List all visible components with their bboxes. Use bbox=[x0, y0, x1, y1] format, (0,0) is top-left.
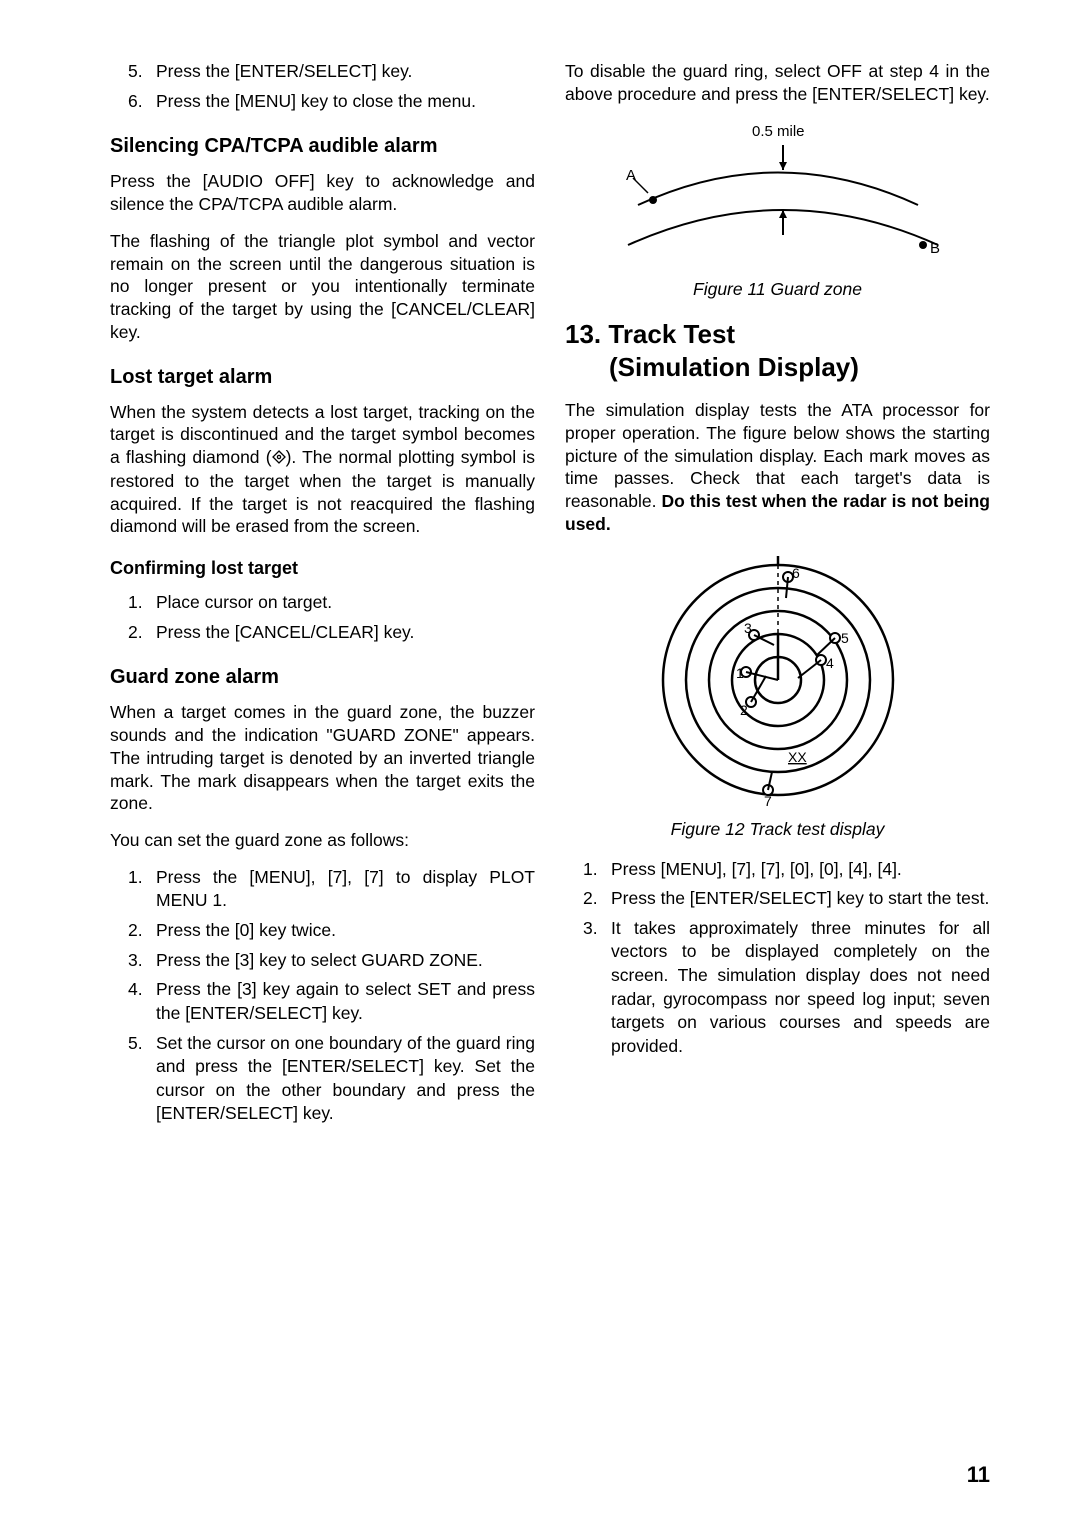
right-column: To disable the guard ring, select OFF at… bbox=[565, 60, 990, 1132]
svg-text:7: 7 bbox=[764, 793, 772, 809]
paragraph: When a target comes in the guard zone, t… bbox=[110, 701, 535, 815]
heading-confirming: Confirming lost target bbox=[110, 558, 535, 579]
list-text: Press the [3] key to select GUARD ZONE. bbox=[156, 949, 535, 973]
page-columns: 5. Press the [ENTER/SELECT] key. 6. Pres… bbox=[110, 60, 990, 1132]
svg-text:5: 5 bbox=[841, 630, 849, 646]
paragraph: When the system detects a lost target, t… bbox=[110, 401, 535, 539]
list-text: Press the [ENTER/SELECT] key to start th… bbox=[611, 887, 990, 911]
list-number: 4. bbox=[128, 978, 146, 1025]
svg-text:2: 2 bbox=[740, 702, 748, 718]
list-item: 1. Place cursor on target. bbox=[110, 591, 535, 615]
heading-guard-zone: Guard zone alarm bbox=[110, 666, 535, 689]
list-text: Press the [MENU], [7], [7] to display PL… bbox=[156, 866, 535, 913]
list-item: 2. Press the [0] key twice. bbox=[110, 919, 535, 943]
list-text: Press the [CANCEL/CLEAR] key. bbox=[156, 621, 535, 645]
figure-12-track-test: 1 2 3 4 5 6 7 XX bbox=[565, 550, 990, 815]
heading-track-test: 13. Track Test (Simulation Display) bbox=[565, 318, 990, 386]
paragraph: The simulation display tests the ATA pro… bbox=[565, 399, 990, 536]
heading-silencing: Silencing CPA/TCPA audible alarm bbox=[110, 135, 535, 158]
fig11-a-label: A bbox=[626, 167, 636, 184]
heading-lost-target: Lost target alarm bbox=[110, 366, 535, 389]
list-number: 3. bbox=[128, 949, 146, 973]
list-text: Place cursor on target. bbox=[156, 591, 535, 615]
paragraph: The flashing of the triangle plot symbol… bbox=[110, 230, 535, 344]
svg-text:4: 4 bbox=[826, 655, 834, 671]
paragraph: Press the [AUDIO OFF] key to acknowledge… bbox=[110, 170, 535, 216]
heading-line: 13. Track Test bbox=[565, 319, 735, 349]
list-number: 3. bbox=[583, 917, 601, 1059]
list-item: 3. It takes approximately three minutes … bbox=[565, 917, 990, 1059]
figure-11-caption: Figure 11 Guard zone bbox=[565, 279, 990, 300]
list-number: 2. bbox=[128, 919, 146, 943]
list-number: 2. bbox=[583, 887, 601, 911]
diamond-icon bbox=[272, 447, 286, 470]
list-item: 2. Press the [CANCEL/CLEAR] key. bbox=[110, 621, 535, 645]
svg-text:3: 3 bbox=[744, 620, 752, 636]
paragraph: You can set the guard zone as follows: bbox=[110, 829, 535, 852]
list-text: Set the cursor on one boundary of the gu… bbox=[156, 1032, 535, 1127]
list-item: 4. Press the [3] key again to select SET… bbox=[110, 978, 535, 1025]
figure-11-guard-zone: 0.5 mile A B bbox=[565, 120, 990, 275]
list-text: Press the [ENTER/SELECT] key. bbox=[156, 60, 535, 84]
svg-text:1: 1 bbox=[736, 665, 744, 681]
list-text: Press the [3] key again to select SET an… bbox=[156, 978, 535, 1025]
left-column: 5. Press the [ENTER/SELECT] key. 6. Pres… bbox=[110, 60, 535, 1132]
fig11-mile-label: 0.5 mile bbox=[752, 123, 805, 140]
svg-text:6: 6 bbox=[792, 565, 800, 581]
figure-12-caption: Figure 12 Track test display bbox=[565, 819, 990, 840]
list-item: 3. Press the [3] key to select GUARD ZON… bbox=[110, 949, 535, 973]
page-number: 11 bbox=[967, 1462, 990, 1488]
list-text: Press [MENU], [7], [7], [0], [0], [4], [… bbox=[611, 858, 990, 882]
list-item: 5. Set the cursor on one boundary of the… bbox=[110, 1032, 535, 1127]
list-item: 2. Press the [ENTER/SELECT] key to start… bbox=[565, 887, 990, 911]
list-text: Press the [0] key twice. bbox=[156, 919, 535, 943]
list-number: 5. bbox=[128, 60, 146, 84]
list-number: 6. bbox=[128, 90, 146, 114]
list-item: 6. Press the [MENU] key to close the men… bbox=[110, 90, 535, 114]
svg-text:XX: XX bbox=[788, 749, 807, 765]
list-item: 1. Press [MENU], [7], [7], [0], [0], [4]… bbox=[565, 858, 990, 882]
list-text: It takes approximately three minutes for… bbox=[611, 917, 990, 1059]
heading-line: (Simulation Display) bbox=[565, 352, 859, 382]
list-number: 2. bbox=[128, 621, 146, 645]
paragraph: To disable the guard ring, select OFF at… bbox=[565, 60, 990, 106]
list-number: 5. bbox=[128, 1032, 146, 1127]
list-item: 1. Press the [MENU], [7], [7] to display… bbox=[110, 866, 535, 913]
list-number: 1. bbox=[128, 591, 146, 615]
list-item: 5. Press the [ENTER/SELECT] key. bbox=[110, 60, 535, 84]
list-number: 1. bbox=[128, 866, 146, 913]
fig11-b-label: B bbox=[930, 240, 940, 257]
list-number: 1. bbox=[583, 858, 601, 882]
list-text: Press the [MENU] key to close the menu. bbox=[156, 90, 535, 114]
